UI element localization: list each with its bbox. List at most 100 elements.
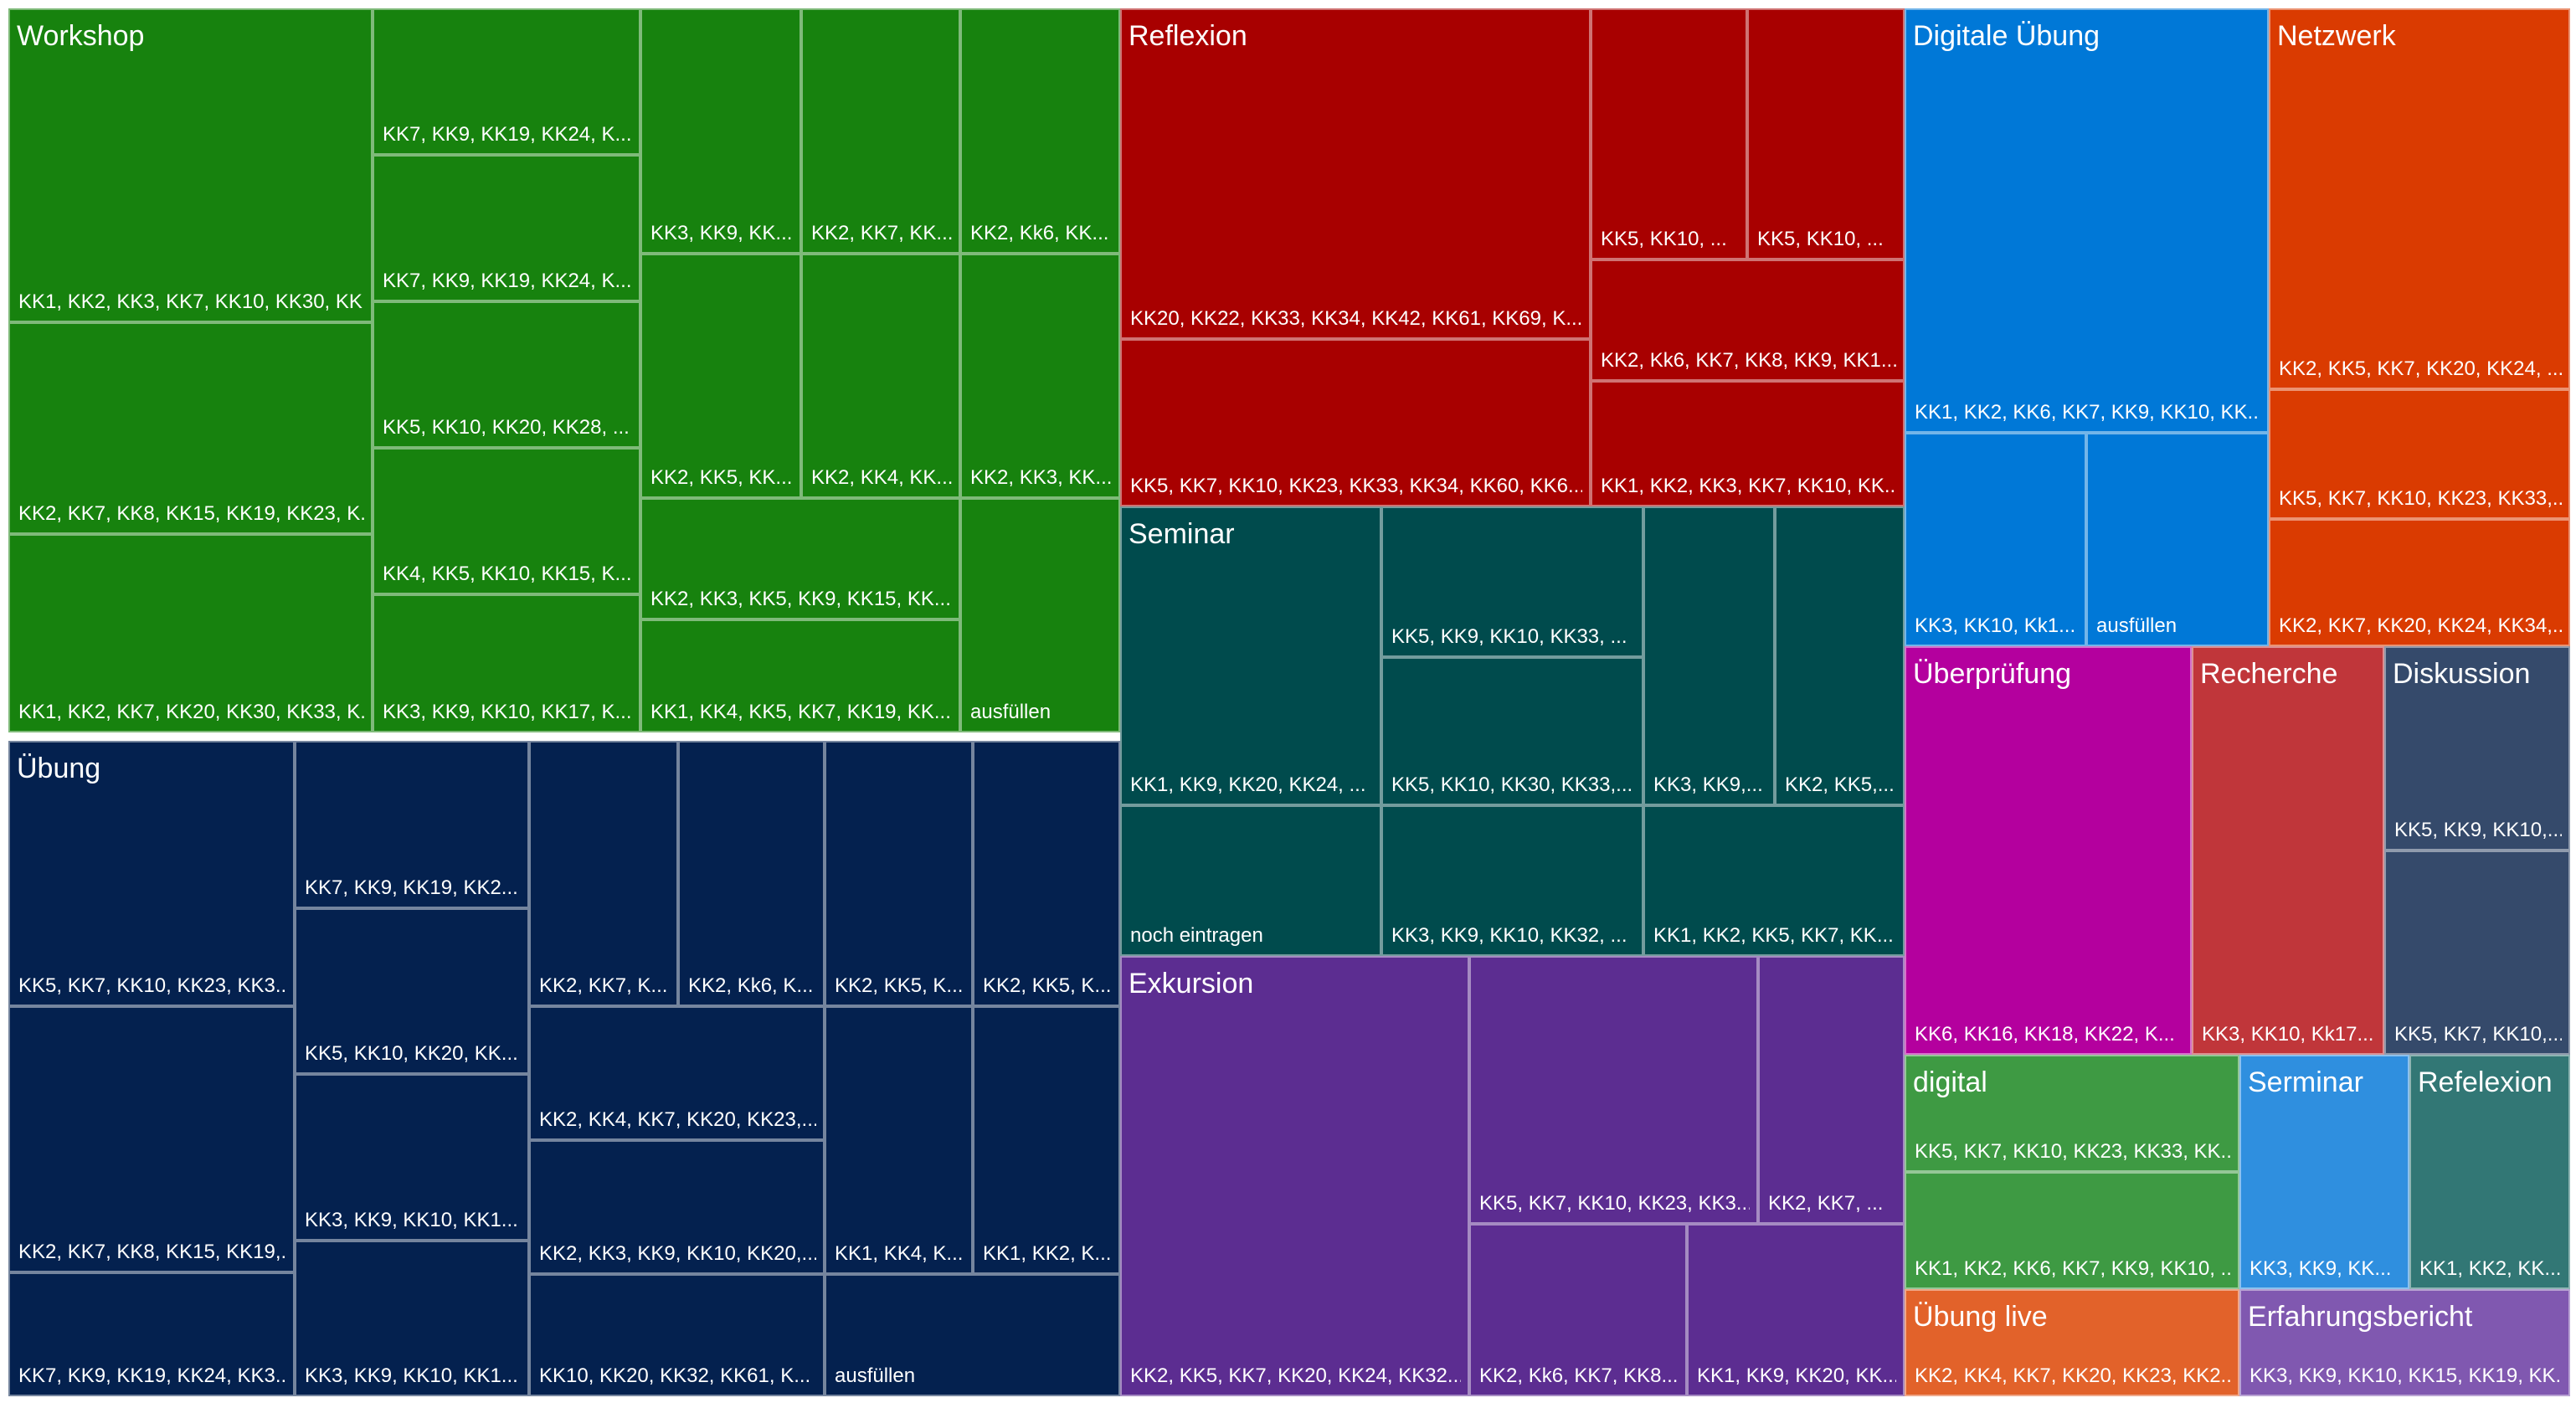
- tile-label: KK5, KK7, KK10,...: [2394, 1023, 2562, 1046]
- treemap-tile-workshop[interactable]: KK2, KK7, KK...: [801, 8, 960, 254]
- treemap-tile-workshop[interactable]: KK2, KK3, KK...: [960, 254, 1120, 498]
- tile-label: KK3, KK9, KK10, KK1...: [305, 1364, 518, 1387]
- treemap-tile-workshop[interactable]: KK1, KK4, KK5, KK7, KK19, KK...: [640, 619, 960, 732]
- tile-label: KK1, KK9, KK20, KK24, ...: [1130, 773, 1366, 796]
- treemap-tile-seminar[interactable]: KK3, KK9, KK10, KK32, ...: [1381, 805, 1643, 956]
- tile-label: KK1, KK2, KK6, KK7, KK9, KK10, ...: [1915, 1257, 2231, 1280]
- tile-label: noch eintragen: [1130, 924, 1263, 947]
- tile-label: KK2, Kk6, K...: [688, 974, 814, 997]
- tile-label: KK3, KK9, KK...: [650, 222, 793, 244]
- tile-label: KK7, KK9, KK19, KK24, K...: [383, 270, 632, 292]
- treemap-tile-uebung[interactable]: KK5, KK10, KK20, KK...: [295, 908, 529, 1074]
- tile-label: KK10, KK20, KK32, KK61, K...: [539, 1364, 811, 1387]
- treemap-tile-digitale-uebung[interactable]: KK3, KK10, Kk1...: [1905, 433, 2086, 646]
- treemap-tile-ueberpruefung[interactable]: KK6, KK16, KK18, KK22, K...: [1905, 646, 2192, 1055]
- treemap-tile-netzwerk[interactable]: KK5, KK7, KK10, KK23, KK33,...: [2269, 389, 2570, 519]
- tile-label: KK2, KK7, KK20, KK24, KK34,...: [2279, 614, 2562, 637]
- treemap-tile-exkursion[interactable]: KK5, KK7, KK10, KK23, KK3...: [1469, 956, 1758, 1224]
- tile-label: KK2, KK5, KK7, KK20, KK24, KK32...: [1130, 1364, 1461, 1387]
- treemap-tile-workshop[interactable]: KK1, KK2, KK3, KK7, KK10, KK30, KK...: [8, 8, 373, 322]
- treemap-tile-workshop[interactable]: KK2, Kk6, KK...: [960, 8, 1120, 254]
- treemap-tile-uebung[interactable]: KK5, KK7, KK10, KK23, KK3...: [8, 741, 295, 1006]
- tile-label: KK3, KK9, KK10, KK17, K...: [383, 701, 632, 723]
- treemap-tile-recherche[interactable]: KK3, KK10, Kk17...: [2192, 646, 2384, 1055]
- treemap-tile-seminar[interactable]: KK5, KK9, KK10, KK33, ...: [1381, 506, 1643, 657]
- treemap-tile-uebung[interactable]: KK1, KK4, K...: [825, 1006, 973, 1274]
- treemap-tile-reflexion[interactable]: KK2, Kk6, KK7, KK8, KK9, KK1...: [1591, 260, 1905, 381]
- treemap-tile-seminar[interactable]: KK5, KK10, KK30, KK33,...: [1381, 657, 1643, 805]
- treemap-tile-exkursion[interactable]: KK2, Kk6, KK7, KK8...: [1469, 1224, 1687, 1396]
- treemap-tile-serminar[interactable]: KK3, KK9, KK...: [2239, 1055, 2409, 1289]
- treemap-tile-netzwerk[interactable]: KK2, KK5, KK7, KK20, KK24, ...: [2269, 8, 2570, 389]
- treemap-tile-seminar[interactable]: KK1, KK9, KK20, KK24, ...: [1120, 506, 1381, 805]
- treemap-tile-digital[interactable]: KK1, KK2, KK6, KK7, KK9, KK10, ...: [1905, 1172, 2239, 1289]
- treemap-tile-workshop[interactable]: KK7, KK9, KK19, KK24, K...: [373, 8, 640, 155]
- treemap-tile-uebung[interactable]: KK2, KK7, K...: [529, 741, 678, 1006]
- treemap-tile-workshop[interactable]: KK2, KK4, KK...: [801, 254, 960, 498]
- treemap-tile-uebung[interactable]: KK3, KK9, KK10, KK1...: [295, 1074, 529, 1241]
- treemap-tile-netzwerk[interactable]: KK2, KK7, KK20, KK24, KK34,...: [2269, 519, 2570, 646]
- treemap-tile-uebung[interactable]: KK2, KK5, K...: [825, 741, 973, 1006]
- tile-label: KK1, KK4, K...: [835, 1242, 964, 1265]
- treemap-tile-uebung-live[interactable]: KK2, KK4, KK7, KK20, KK23, KK2...: [1905, 1289, 2239, 1396]
- treemap-tile-seminar[interactable]: KK3, KK9,...: [1643, 506, 1775, 805]
- tile-label: KK1, KK9, KK20, KK...: [1697, 1364, 1896, 1387]
- treemap-tile-workshop[interactable]: KK7, KK9, KK19, KK24, K...: [373, 155, 640, 301]
- treemap-tile-uebung[interactable]: KK10, KK20, KK32, KK61, K...: [529, 1274, 825, 1396]
- treemap-tile-reflexion[interactable]: KK5, KK10, ...: [1591, 8, 1747, 260]
- treemap-tile-workshop[interactable]: KK3, KK9, KK10, KK17, K...: [373, 594, 640, 732]
- tile-label: KK2, Kk6, KK7, KK8, KK9, KK1...: [1601, 349, 1896, 372]
- treemap-tile-uebung[interactable]: KK2, Kk6, K...: [678, 741, 825, 1006]
- treemap-tile-reflexion[interactable]: KK20, KK22, KK33, KK34, KK42, KK61, KK69…: [1120, 8, 1591, 339]
- treemap-tile-exkursion[interactable]: KK2, KK5, KK7, KK20, KK24, KK32...: [1120, 956, 1469, 1396]
- treemap-tile-workshop[interactable]: KK5, KK10, KK20, KK28, ...: [373, 301, 640, 448]
- treemap-tile-reflexion[interactable]: KK5, KK10, ...: [1747, 8, 1905, 260]
- treemap-tile-uebung[interactable]: KK2, KK5, K...: [973, 741, 1120, 1006]
- treemap-tile-exkursion[interactable]: KK1, KK9, KK20, KK...: [1687, 1224, 1905, 1396]
- tile-label: KK2, KK5,...: [1785, 773, 1895, 796]
- treemap-tile-workshop[interactable]: KK3, KK9, KK...: [640, 8, 801, 254]
- tile-label: KK2, KK3, KK5, KK9, KK15, KK...: [650, 588, 951, 610]
- treemap-tile-exkursion[interactable]: KK2, KK7, ...: [1758, 956, 1905, 1224]
- treemap-tile-uebung[interactable]: KK3, KK9, KK10, KK1...: [295, 1241, 529, 1396]
- tile-label: KK7, KK9, KK19, KK24, K...: [383, 123, 632, 146]
- tile-label: KK2, KK3, KK...: [970, 466, 1112, 489]
- treemap-tile-refelexion[interactable]: KK1, KK2, KK...: [2409, 1055, 2570, 1289]
- treemap-tile-seminar[interactable]: KK2, KK5,...: [1775, 506, 1905, 805]
- tile-label: KK2, KK4, KK7, KK20, KK23,...: [539, 1108, 816, 1131]
- tile-label: KK2, KK5, KK...: [650, 466, 793, 489]
- treemap-tile-uebung[interactable]: ausfüllen: [825, 1274, 1120, 1396]
- treemap-tile-seminar[interactable]: noch eintragen: [1120, 805, 1381, 956]
- treemap-tile-workshop[interactable]: KK1, KK2, KK7, KK20, KK30, KK33, K...: [8, 534, 373, 732]
- treemap-tile-diskussion[interactable]: KK5, KK9, KK10,...: [2384, 646, 2570, 850]
- treemap-tile-digitale-uebung[interactable]: ausfüllen: [2086, 433, 2269, 646]
- tile-label: KK1, KK2, KK6, KK7, KK9, KK10, KK...: [1915, 401, 2260, 424]
- treemap-tile-uebung[interactable]: KK7, KK9, KK19, KK24, KK3...: [8, 1272, 295, 1396]
- treemap-tile-diskussion[interactable]: KK5, KK7, KK10,...: [2384, 850, 2570, 1055]
- tile-label: KK2, Kk6, KK7, KK8...: [1479, 1364, 1679, 1387]
- treemap-tile-workshop[interactable]: KK4, KK5, KK10, KK15, K...: [373, 448, 640, 594]
- tile-label: ausfüllen: [970, 701, 1051, 723]
- treemap-tile-seminar[interactable]: KK1, KK2, KK5, KK7, KK...: [1643, 805, 1905, 956]
- treemap-tile-workshop[interactable]: KK2, KK5, KK...: [640, 254, 801, 498]
- treemap-tile-workshop[interactable]: ausfüllen: [960, 498, 1120, 732]
- treemap-tile-uebung[interactable]: KK2, KK4, KK7, KK20, KK23,...: [529, 1006, 825, 1140]
- treemap-tile-digital[interactable]: KK5, KK7, KK10, KK23, KK33, KK...: [1905, 1055, 2239, 1172]
- treemap-tile-workshop[interactable]: KK2, KK3, KK5, KK9, KK15, KK...: [640, 498, 960, 619]
- tile-label: ausfüllen: [835, 1364, 916, 1387]
- treemap-tile-reflexion[interactable]: KK1, KK2, KK3, KK7, KK10, KK...: [1591, 381, 1905, 506]
- tile-label: KK1, KK2, KK3, KK7, KK10, KK30, KK...: [18, 290, 364, 313]
- treemap-tile-uebung[interactable]: KK7, KK9, KK19, KK2...: [295, 741, 529, 908]
- treemap-tile-erfahrungsbericht[interactable]: KK3, KK9, KK10, KK15, KK19, KK...: [2239, 1289, 2570, 1396]
- treemap-tile-digitale-uebung[interactable]: KK1, KK2, KK6, KK7, KK9, KK10, KK...: [1905, 8, 2269, 433]
- treemap-tile-reflexion[interactable]: KK5, KK7, KK10, KK23, KK33, KK34, KK60, …: [1120, 339, 1591, 506]
- tile-label: KK2, KK7, KK...: [811, 222, 952, 244]
- treemap-tile-uebung[interactable]: KK1, KK2, K...: [973, 1006, 1120, 1274]
- treemap-tile-uebung[interactable]: KK2, KK7, KK8, KK15, KK19,...: [8, 1006, 295, 1272]
- treemap-tile-uebung[interactable]: KK2, KK3, KK9, KK10, KK20,...: [529, 1140, 825, 1274]
- treemap-tile-workshop[interactable]: KK2, KK7, KK8, KK15, KK19, KK23, K...: [8, 322, 373, 534]
- tile-label: KK5, KK7, KK10, KK23, KK3...: [18, 974, 286, 997]
- tile-label: KK3, KK9,...: [1653, 773, 1763, 796]
- tile-label: KK5, KK10, KK30, KK33,...: [1391, 773, 1633, 796]
